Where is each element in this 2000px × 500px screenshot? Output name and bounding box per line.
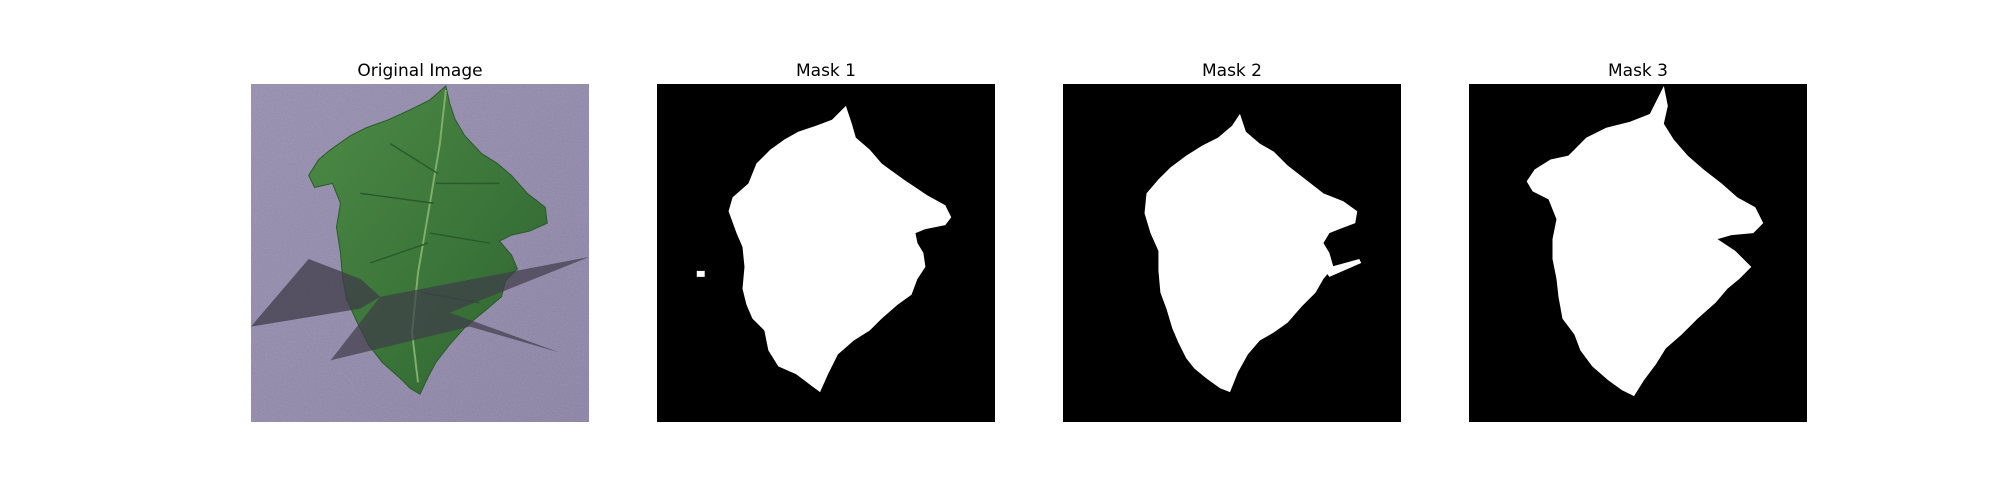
- panel-title: Mask 3: [1607, 61, 1668, 81]
- panel-title: Original Image: [357, 61, 483, 81]
- mask-1-image: [657, 84, 995, 422]
- panel-mask-3: Mask 3: [1469, 58, 1807, 422]
- shadow-left: [251, 258, 381, 327]
- mask-2-image: [1063, 84, 1401, 422]
- mask-3-image: [1469, 84, 1807, 422]
- original-leaf-photo: [251, 84, 589, 422]
- panel-mask-1: Mask 1: [657, 58, 995, 422]
- mask-3-region: [1526, 85, 1764, 397]
- mask-2-region: [1144, 113, 1358, 393]
- mask-1-region: [728, 105, 952, 393]
- mask-2-tail: [1323, 258, 1362, 277]
- panel-title: Mask 1: [795, 61, 856, 81]
- leaf-midrib: [411, 89, 447, 383]
- panel-title: Mask 2: [1201, 61, 1262, 81]
- mask-1-speck: [696, 270, 705, 277]
- panel-original-image: Original Image: [251, 58, 589, 422]
- panel-mask-2: Mask 2: [1063, 58, 1401, 422]
